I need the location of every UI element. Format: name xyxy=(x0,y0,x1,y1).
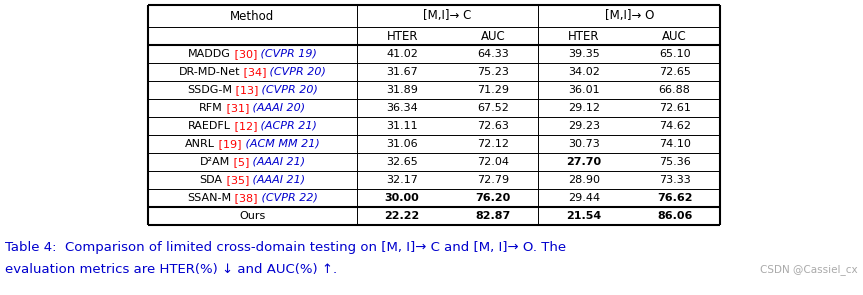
Text: [31]: [31] xyxy=(223,103,249,113)
Text: 39.35: 39.35 xyxy=(568,49,600,59)
Text: evaluation metrics are HTER(%) ↓ and AUC(%) ↑.: evaluation metrics are HTER(%) ↓ and AUC… xyxy=(5,263,337,276)
Text: AUC: AUC xyxy=(481,30,506,42)
Text: 75.23: 75.23 xyxy=(477,67,509,77)
Text: 29.23: 29.23 xyxy=(568,121,600,131)
Text: (AAAI 21): (AAAI 21) xyxy=(249,157,306,167)
Text: (CVPR 20): (CVPR 20) xyxy=(267,67,326,77)
Text: [35]: [35] xyxy=(223,175,249,185)
Text: MADDG: MADDG xyxy=(188,49,230,59)
Text: 74.62: 74.62 xyxy=(658,121,690,131)
Text: D²AM: D²AM xyxy=(199,157,230,167)
Text: 72.61: 72.61 xyxy=(658,103,690,113)
Text: SDA: SDA xyxy=(199,175,223,185)
Text: RAEDFL: RAEDFL xyxy=(187,121,230,131)
Text: CSDN @Cassiel_cx: CSDN @Cassiel_cx xyxy=(760,265,858,276)
Text: 30.73: 30.73 xyxy=(568,139,600,149)
Text: (AAAI 21): (AAAI 21) xyxy=(249,175,306,185)
Text: 32.17: 32.17 xyxy=(387,175,418,185)
Text: 72.79: 72.79 xyxy=(477,175,509,185)
Text: 27.70: 27.70 xyxy=(566,157,602,167)
Text: 31.67: 31.67 xyxy=(387,67,418,77)
Text: [19]: [19] xyxy=(215,139,242,149)
Text: (CVPR 20): (CVPR 20) xyxy=(258,85,318,95)
Text: 75.36: 75.36 xyxy=(658,157,690,167)
Text: 29.12: 29.12 xyxy=(568,103,600,113)
Text: 71.29: 71.29 xyxy=(477,85,509,95)
Text: (CVPR 19): (CVPR 19) xyxy=(257,49,317,59)
Text: (CVPR 22): (CVPR 22) xyxy=(258,193,318,203)
Text: SSAN-M: SSAN-M xyxy=(187,193,231,203)
Text: 21.54: 21.54 xyxy=(566,211,602,221)
Text: SSDG-M: SSDG-M xyxy=(186,85,232,95)
Text: 65.10: 65.10 xyxy=(658,49,690,59)
Text: [12]: [12] xyxy=(230,121,257,131)
Text: 36.34: 36.34 xyxy=(387,103,418,113)
Text: 28.90: 28.90 xyxy=(568,175,600,185)
Text: 82.87: 82.87 xyxy=(476,211,511,221)
Text: 64.33: 64.33 xyxy=(477,49,509,59)
Text: 74.10: 74.10 xyxy=(658,139,690,149)
Text: [M,I]→ O: [M,I]→ O xyxy=(604,9,654,22)
Text: (AAAI 20): (AAAI 20) xyxy=(249,103,306,113)
Text: 32.65: 32.65 xyxy=(387,157,418,167)
Text: (ACM MM 21): (ACM MM 21) xyxy=(242,139,319,149)
Text: DR-MD-Net: DR-MD-Net xyxy=(179,67,240,77)
Text: 76.62: 76.62 xyxy=(657,193,692,203)
Text: [13]: [13] xyxy=(232,85,258,95)
Text: 86.06: 86.06 xyxy=(657,211,692,221)
Text: 76.20: 76.20 xyxy=(476,193,511,203)
Text: 31.89: 31.89 xyxy=(387,85,418,95)
Text: [30]: [30] xyxy=(230,49,257,59)
Text: Table 4:  Comparison of limited cross-domain testing on [M, I]→ C and [M, I]→ O.: Table 4: Comparison of limited cross-dom… xyxy=(5,242,566,255)
Text: AUC: AUC xyxy=(662,30,687,42)
Text: [34]: [34] xyxy=(240,67,267,77)
Text: 72.04: 72.04 xyxy=(477,157,509,167)
Text: 22.22: 22.22 xyxy=(385,211,419,221)
Text: [38]: [38] xyxy=(231,193,258,203)
Text: Ours: Ours xyxy=(239,211,266,221)
Text: 29.44: 29.44 xyxy=(568,193,600,203)
Text: [5]: [5] xyxy=(230,157,249,167)
Text: 36.01: 36.01 xyxy=(568,85,600,95)
Text: 41.02: 41.02 xyxy=(387,49,418,59)
Text: RFM: RFM xyxy=(199,103,223,113)
Text: [M,I]→ C: [M,I]→ C xyxy=(424,9,472,22)
Text: 72.65: 72.65 xyxy=(658,67,690,77)
Text: 73.33: 73.33 xyxy=(658,175,690,185)
Text: HTER: HTER xyxy=(568,30,600,42)
Text: 67.52: 67.52 xyxy=(477,103,509,113)
Text: ANRL: ANRL xyxy=(186,139,215,149)
Text: 72.12: 72.12 xyxy=(477,139,509,149)
Text: 66.88: 66.88 xyxy=(658,85,690,95)
Text: 72.63: 72.63 xyxy=(477,121,509,131)
Text: 34.02: 34.02 xyxy=(568,67,600,77)
Text: 31.11: 31.11 xyxy=(387,121,418,131)
Text: 30.00: 30.00 xyxy=(385,193,419,203)
Text: 31.06: 31.06 xyxy=(387,139,418,149)
Text: HTER: HTER xyxy=(387,30,418,42)
Text: Method: Method xyxy=(230,9,274,22)
Text: (ACPR 21): (ACPR 21) xyxy=(257,121,317,131)
